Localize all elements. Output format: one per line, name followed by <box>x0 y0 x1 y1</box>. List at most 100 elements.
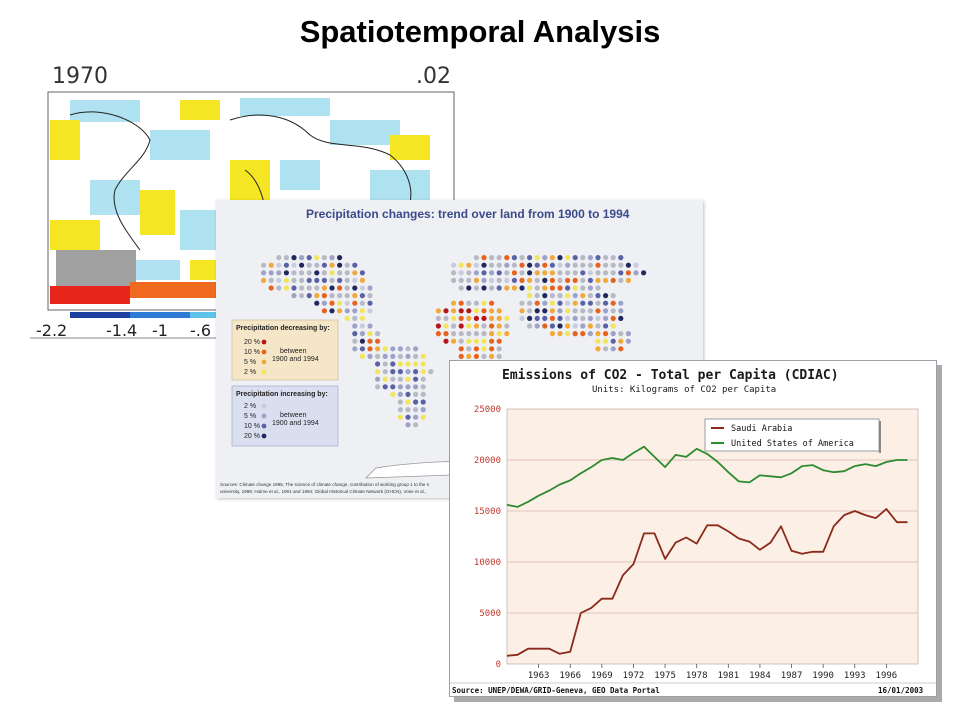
precip-station-dot <box>496 353 502 359</box>
precip-station-dot <box>572 331 578 337</box>
precip-station-dot <box>405 346 411 352</box>
precip-station-dot <box>299 255 305 261</box>
precip-station-dot <box>291 270 297 276</box>
precip-station-dot <box>466 346 472 352</box>
precip-station-dot <box>595 315 601 321</box>
precip-station-dot <box>458 315 464 321</box>
precip-station-dot <box>504 285 510 291</box>
precip-station-dot <box>443 308 449 314</box>
precip-station-dot <box>603 293 609 299</box>
precip-station-dot <box>534 255 540 261</box>
precip-station-dot <box>565 331 571 337</box>
precip-station-dot <box>306 285 312 291</box>
precip-station-dot <box>413 384 419 390</box>
precip-station-dot <box>337 285 343 291</box>
precip-station-dot <box>511 277 517 283</box>
precip-station-dot <box>557 255 563 261</box>
precip-station-dot <box>314 300 320 306</box>
precip-station-dot <box>565 285 571 291</box>
precip-station-dot <box>473 338 479 344</box>
chart-units: Units: Kilograms of CO2 per Capita <box>592 385 776 395</box>
precip-station-dot <box>420 376 426 382</box>
legend-level: 2 % <box>244 369 256 376</box>
y-tick-label: 0 <box>496 660 501 670</box>
legend-decreasing-title: Precipitation decreasing by: <box>236 325 330 332</box>
precip-station-dot <box>496 270 502 276</box>
precip-station-dot <box>375 384 381 390</box>
precip-station-dot <box>329 293 335 299</box>
precip-station-dot <box>481 338 487 344</box>
precip-station-dot <box>618 277 624 283</box>
y-tick-label: 25000 <box>474 405 501 415</box>
series-line-usa <box>506 445 908 508</box>
precip-station-dot <box>587 308 593 314</box>
precip-station-dot <box>572 293 578 299</box>
x-tick-label: 1963 <box>528 671 550 681</box>
precip-station-dot <box>542 262 548 268</box>
legend-label: United States of America <box>731 439 854 449</box>
precip-station-dot <box>549 300 555 306</box>
precip-station-dot <box>557 315 563 321</box>
precip-station-dot <box>413 407 419 413</box>
precip-station-dot <box>587 262 593 268</box>
precip-station-dot <box>466 323 472 329</box>
precip-station-dot <box>375 346 381 352</box>
precip-station-dot <box>580 255 586 261</box>
precip-station-dot <box>489 323 495 329</box>
precip-station-dot <box>549 255 555 261</box>
precip-station-dot <box>489 285 495 291</box>
precip-station-dot <box>595 323 601 329</box>
precip-station-dot <box>549 293 555 299</box>
precip-station-dot <box>572 270 578 276</box>
series-line-saudi-arabia <box>506 508 908 657</box>
precip-station-dot <box>352 270 358 276</box>
precip-station-dot <box>337 300 343 306</box>
precip-station-dot <box>481 285 487 291</box>
precip-station-dot <box>489 300 495 306</box>
precip-station-dot <box>625 277 631 283</box>
precip-station-dot <box>504 262 510 268</box>
precip-station-dot <box>481 277 487 283</box>
precip-station-dot <box>587 285 593 291</box>
precip-station-dot <box>473 315 479 321</box>
precip-station-dot <box>534 270 540 276</box>
precip-station-dot <box>511 285 517 291</box>
precip-station-dot <box>428 369 434 375</box>
precip-station-dot <box>504 315 510 321</box>
precip-station-dot <box>504 270 510 276</box>
precip-station-dot <box>397 369 403 375</box>
precip-station-dot <box>359 346 365 352</box>
precip-station-dot <box>321 255 327 261</box>
chart-legend: Saudi Arabia United States of America <box>704 418 881 453</box>
precip-station-dot <box>466 331 472 337</box>
slide-title: Spatiotemporal Analysis <box>299 14 661 49</box>
x-tick-label: 1978 <box>686 671 708 681</box>
precip-station-dot <box>587 293 593 299</box>
precip-station-dot <box>359 338 365 344</box>
precip-station-dot <box>375 353 381 359</box>
precip-station-dot <box>603 270 609 276</box>
precip-station-dot <box>352 308 358 314</box>
precip-station-dot <box>542 300 548 306</box>
precip-station-dot <box>413 361 419 367</box>
precip-legend-decreasing-box <box>231 319 339 381</box>
legend-period: 1900 and 1994 <box>272 356 319 363</box>
legend-level: 5 % <box>244 359 256 366</box>
precip-station-dot <box>367 285 373 291</box>
precip-station-dot <box>587 277 593 283</box>
precip-station-dot <box>618 262 624 268</box>
precip-station-dot <box>534 300 540 306</box>
precip-station-dot <box>534 285 540 291</box>
precip-station-dot <box>352 277 358 283</box>
precip-station-dot <box>542 285 548 291</box>
precip-station-dot <box>542 255 548 261</box>
precip-station-dot <box>565 293 571 299</box>
chart-title: Emissions of CO2 - Total per Capita (CDI… <box>502 368 839 383</box>
precip-station-dot <box>367 331 373 337</box>
precip-station-dot <box>299 277 305 283</box>
precip-station-dot <box>451 262 457 268</box>
colorbar-label: -2.2 <box>36 321 67 340</box>
precip-station-dot <box>458 262 464 268</box>
precip-station-dot <box>405 353 411 359</box>
precip-station-dot <box>610 255 616 261</box>
